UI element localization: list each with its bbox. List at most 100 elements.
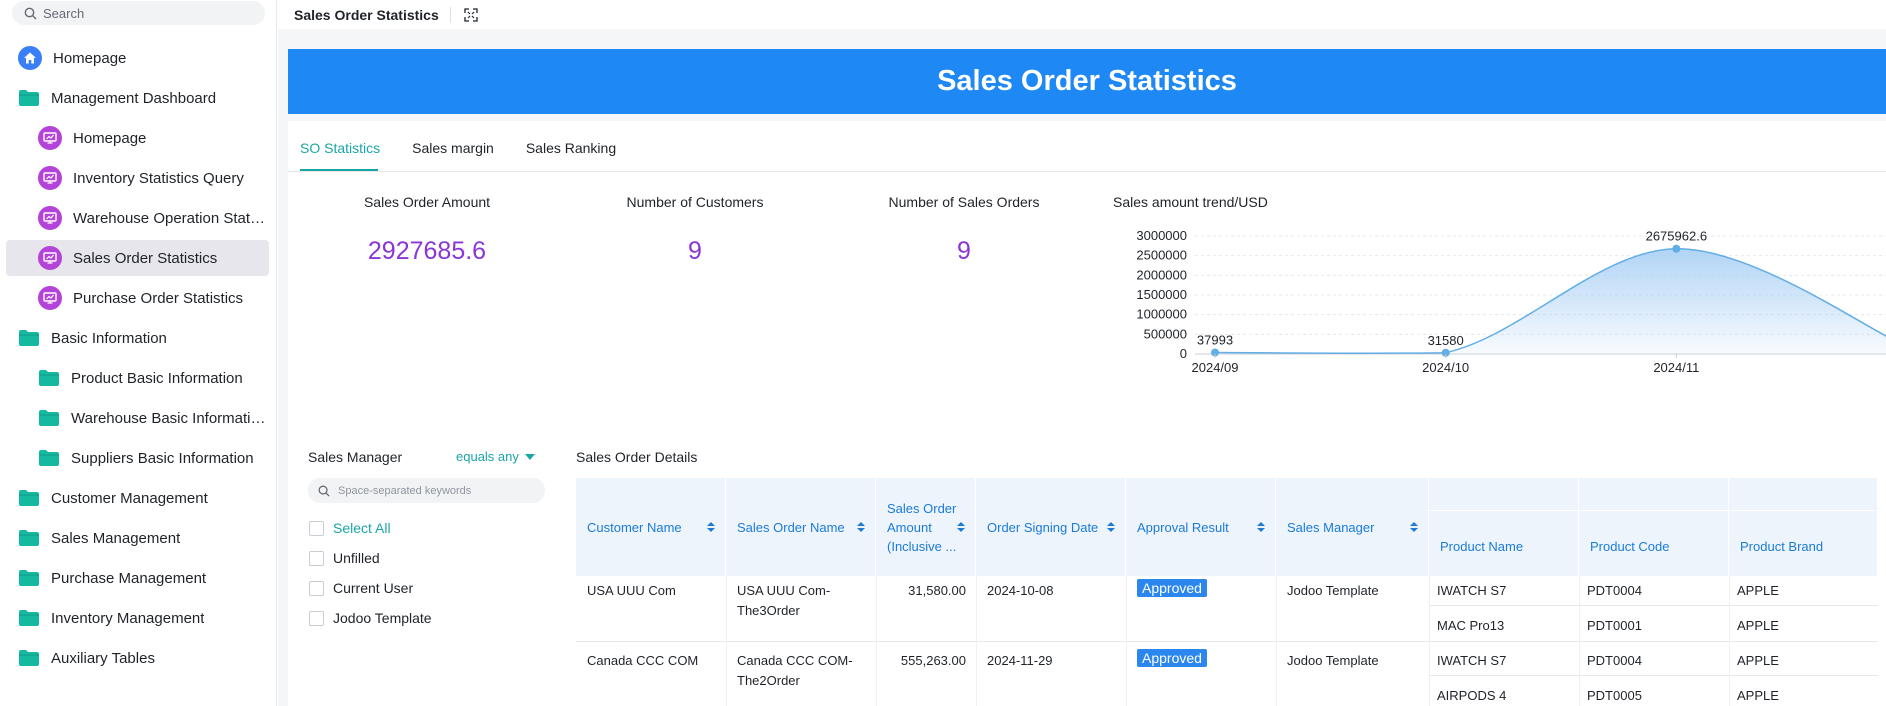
divider xyxy=(1429,605,1878,606)
column-header-customer-name[interactable]: Customer Name xyxy=(576,478,726,576)
checkbox[interactable] xyxy=(309,580,324,596)
sort-icon[interactable] xyxy=(957,522,965,532)
cell-sales-order-name: USA UUU Com- The3Order xyxy=(737,581,830,621)
filter-search-placeholder: Space-separated keywords xyxy=(338,484,472,497)
filter-operator-label: equals any xyxy=(456,449,519,464)
column-header-product-brand[interactable]: Product Brand xyxy=(1729,478,1878,576)
filter-option-unfilled[interactable]: Unfilled xyxy=(309,550,380,566)
sidebar-item-warehouse-operation[interactable]: Warehouse Operation Statistics xyxy=(6,200,269,236)
sidebar-item-inventory-statistics[interactable]: Inventory Statistics Query xyxy=(6,160,269,196)
sidebar-item-homepage[interactable]: Homepage xyxy=(6,40,269,76)
filter-option-label: Jodoo Template xyxy=(333,610,432,626)
sort-icon[interactable] xyxy=(1107,522,1115,532)
column-header-sales-order-amount[interactable]: Sales Order Amount (Inclusive ... xyxy=(876,478,976,576)
filter-option-jodoo-template[interactable]: Jodoo Template xyxy=(309,610,432,626)
cell-amount: 31,580.00 xyxy=(908,583,966,598)
cell-product-brand: APPLE xyxy=(1737,583,1779,598)
sidebar-item-label: Homepage xyxy=(73,129,147,147)
sidebar-item-auxiliary-tables[interactable]: Auxiliary Tables xyxy=(6,640,269,676)
search-icon xyxy=(318,485,330,497)
sidebar-item-suppliers-basic-info[interactable]: Suppliers Basic Information xyxy=(6,440,269,476)
folder-icon xyxy=(18,647,40,669)
tab-sales-margin[interactable]: Sales margin xyxy=(412,140,494,156)
series-line xyxy=(1214,247,1886,355)
header-label: Customer Name xyxy=(587,519,682,535)
statistics-panel xyxy=(288,121,1886,706)
sidebar-item-basic-information[interactable]: Basic Information xyxy=(6,320,269,356)
sidebar-item-dashboard-homepage[interactable]: Homepage xyxy=(6,120,269,156)
sidebar-item-purchase-management[interactable]: Purchase Management xyxy=(6,560,269,596)
sidebar-item-label: Customer Management xyxy=(51,489,208,507)
table-header: Customer Name Sales Order Name Sales Ord… xyxy=(576,478,1878,576)
tab-sales-ranking[interactable]: Sales Ranking xyxy=(525,140,617,156)
sort-icon[interactable] xyxy=(707,522,715,532)
y-tick-label: 1500000 xyxy=(1136,287,1187,302)
divider xyxy=(1579,576,1580,706)
sidebar-item-label: Inventory Statistics Query xyxy=(73,169,244,187)
tab-so-statistics[interactable]: SO Statistics xyxy=(300,140,381,156)
sidebar-item-warehouse-basic-info[interactable]: Warehouse Basic Information xyxy=(6,400,269,436)
folder-icon xyxy=(38,447,60,469)
header-label: Product Brand xyxy=(1740,539,1824,554)
column-header-approval-result[interactable]: Approval Result xyxy=(1126,478,1276,576)
y-tick-label: 2000000 xyxy=(1136,267,1187,282)
sidebar-item-sales-management[interactable]: Sales Management xyxy=(6,520,269,556)
divider xyxy=(1429,576,1430,706)
divider xyxy=(1729,576,1730,706)
sidebar-item-product-basic-info[interactable]: Product Basic Information xyxy=(6,360,269,396)
sidebar-item-purchase-order-statistics[interactable]: Purchase Order Statistics xyxy=(6,280,269,316)
folder-icon xyxy=(18,607,40,629)
column-header-sales-manager[interactable]: Sales Manager xyxy=(1276,478,1429,576)
filter-option-label: Select All xyxy=(333,520,391,536)
checkbox[interactable] xyxy=(309,550,324,566)
header-label: Sales Manager xyxy=(1287,519,1375,535)
sidebar-item-label: Management Dashboard xyxy=(51,89,217,107)
sidebar-item-label: Sales Management xyxy=(51,529,181,547)
sort-icon[interactable] xyxy=(1410,522,1418,532)
header-label: Product Name xyxy=(1440,539,1524,554)
search-icon xyxy=(24,7,37,19)
chart-icon xyxy=(38,246,62,270)
sidebar-item-management-dashboard[interactable]: Management Dashboard xyxy=(6,80,269,116)
stat-value: 2927685.6 xyxy=(367,237,487,265)
filter-option-select-all[interactable]: Select All xyxy=(309,520,391,536)
checkbox[interactable] xyxy=(309,520,324,536)
data-label: 31580 xyxy=(1428,333,1464,348)
fullscreen-icon[interactable] xyxy=(463,7,479,23)
sidebar-item-sales-order-statistics[interactable]: Sales Order Statistics xyxy=(6,240,269,276)
status-badge: Approved xyxy=(1137,649,1207,667)
sidebar-item-inventory-management[interactable]: Inventory Management xyxy=(6,600,269,636)
dashboard-banner: Sales Order Statistics xyxy=(288,49,1886,114)
filter-search-input[interactable]: Space-separated keywords xyxy=(308,478,545,503)
filter-operator-dropdown[interactable]: equals any xyxy=(456,449,535,464)
stat-label: Number of Sales Orders xyxy=(888,194,1040,210)
column-header-order-signing-date[interactable]: Order Signing Date xyxy=(976,478,1126,576)
x-tick-label: 2024/10 xyxy=(1422,360,1469,375)
tab-bar: SO Statistics Sales margin Sales Ranking xyxy=(288,133,636,173)
header-label: (Inclusive ... xyxy=(887,538,957,554)
divider xyxy=(288,171,1886,172)
cell-product-name: AIRPODS 4 xyxy=(1437,688,1507,703)
sort-icon[interactable] xyxy=(1257,522,1265,532)
chart-title: Sales amount trend/USD xyxy=(1113,194,1268,210)
sidebar-item-customer-management[interactable]: Customer Management xyxy=(6,480,269,516)
sidebar-search-input[interactable]: Search xyxy=(12,1,265,25)
data-label: 37993 xyxy=(1197,333,1233,348)
cell-product-name: MAC Pro13 xyxy=(1437,618,1505,633)
divider xyxy=(726,576,727,706)
column-header-sales-order-name[interactable]: Sales Order Name xyxy=(726,478,876,576)
cell-product-code: PDT0001 xyxy=(1587,618,1642,633)
checkbox[interactable] xyxy=(309,610,324,626)
cell-product-code: PDT0004 xyxy=(1587,653,1642,668)
stat-value: 9 xyxy=(688,237,702,265)
cell-product-name: IWATCH S7 xyxy=(1437,653,1507,668)
cell-text: The3Order xyxy=(737,603,800,618)
header-label: Order Signing Date xyxy=(987,519,1099,535)
column-header-product-code[interactable]: Product Code xyxy=(1579,478,1729,576)
sort-icon[interactable] xyxy=(857,522,865,532)
data-label: 2675962.6 xyxy=(1646,229,1707,244)
filter-option-current-user[interactable]: Current User xyxy=(309,580,413,596)
sidebar-item-label: Inventory Management xyxy=(51,609,205,627)
column-header-product-name[interactable]: Product Name xyxy=(1429,478,1579,576)
header-label: Sales Order xyxy=(887,500,957,516)
